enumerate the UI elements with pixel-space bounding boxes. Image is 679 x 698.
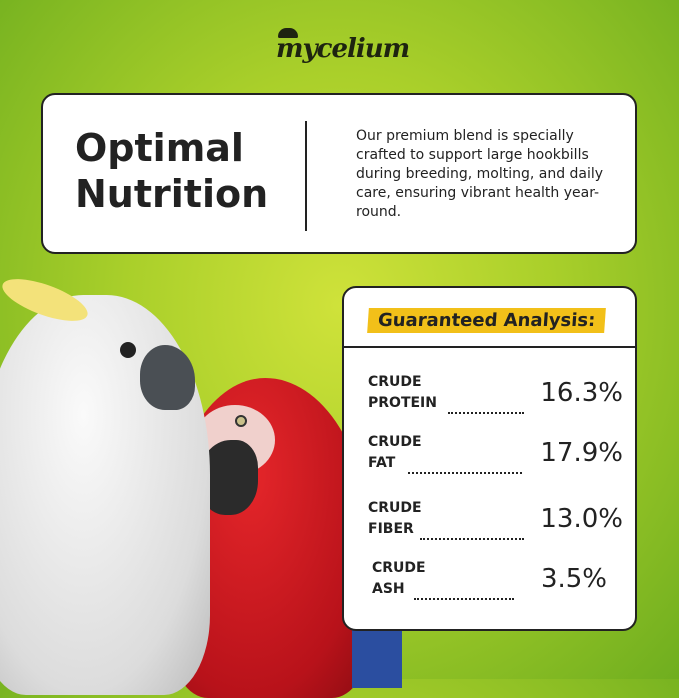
label-line: CRUDE — [368, 434, 422, 450]
row-value: 16.3% — [540, 378, 623, 408]
row-value: 13.0% — [540, 504, 623, 534]
row-label: CRUDE FIBER — [368, 498, 422, 540]
row-label: CRUDE ASH — [372, 558, 426, 600]
row-value: 3.5% — [540, 564, 607, 594]
macaw-eye — [235, 415, 247, 427]
brand-logo: mycelium — [276, 28, 410, 72]
label-line: FAT — [368, 455, 396, 471]
analysis-header: Guaranteed Analysis: — [344, 288, 635, 348]
dot-leader — [414, 598, 514, 600]
analysis-title: Guaranteed Analysis: — [367, 308, 607, 333]
analysis-card: Guaranteed Analysis: CRUDE PROTEIN 16.3% … — [342, 286, 637, 631]
dot-leader — [420, 538, 524, 540]
intro-description: Our premium blend is specially crafted t… — [356, 128, 604, 220]
mushroom-icon — [278, 28, 298, 38]
label-line: PROTEIN — [368, 395, 437, 411]
analysis-row: CRUDE FAT 17.9% — [368, 432, 623, 476]
intro-title: Optimal Nutrition — [75, 125, 295, 217]
row-label: CRUDE PROTEIN — [368, 372, 437, 414]
intro-card: Optimal Nutrition Our premium blend is s… — [41, 93, 637, 254]
analysis-row: CRUDE PROTEIN 16.3% — [368, 372, 623, 416]
label-line: FIBER — [368, 521, 414, 537]
cockatoo-beak — [140, 345, 195, 410]
label-line: ASH — [372, 581, 405, 597]
dot-leader — [448, 412, 524, 414]
row-label: CRUDE FAT — [368, 432, 422, 474]
label-line: CRUDE — [368, 500, 422, 516]
divider — [305, 121, 307, 231]
dot-leader — [408, 472, 522, 474]
analysis-row: CRUDE ASH 3.5% — [372, 558, 607, 602]
title-line: Optimal — [75, 126, 244, 170]
logo-text: mycelium — [276, 34, 410, 64]
cockatoo-eye — [120, 342, 136, 358]
label-line: CRUDE — [368, 374, 422, 390]
analysis-row: CRUDE FIBER 13.0% — [368, 498, 623, 542]
row-value: 17.9% — [540, 438, 623, 468]
macaw-tail — [352, 628, 402, 688]
title-line: Nutrition — [75, 172, 269, 216]
label-line: CRUDE — [372, 560, 426, 576]
